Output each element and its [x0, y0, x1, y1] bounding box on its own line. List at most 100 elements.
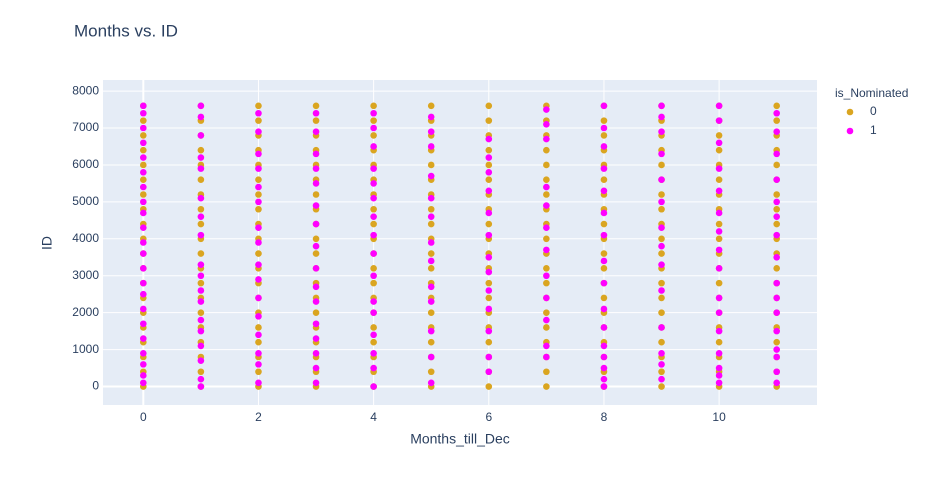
point: [312, 220, 320, 228]
point: [715, 117, 723, 124]
point: [773, 109, 780, 117]
legend-label[interactable]: 1: [870, 123, 877, 137]
point: [658, 261, 665, 268]
point: [485, 383, 493, 390]
point: [715, 132, 723, 139]
point: [140, 139, 147, 147]
point: [658, 250, 665, 257]
point: [773, 220, 780, 228]
point: [197, 176, 205, 184]
point: [255, 368, 262, 376]
point: [370, 102, 377, 110]
point: [312, 109, 320, 117]
point: [658, 279, 665, 287]
x-tick-label: 10: [712, 410, 726, 424]
y-tick-label: 2000: [72, 305, 99, 319]
point: [312, 335, 320, 342]
point: [658, 198, 665, 206]
point: [715, 338, 723, 346]
point: [600, 250, 608, 257]
point: [658, 235, 665, 243]
point: [427, 143, 435, 150]
point: [715, 246, 723, 254]
point: [658, 150, 665, 158]
point: [370, 143, 377, 150]
point: [140, 124, 147, 132]
point: [255, 117, 262, 124]
point: [658, 242, 665, 250]
point: [543, 294, 550, 302]
point: [427, 353, 435, 361]
point: [140, 361, 147, 368]
point: [773, 198, 780, 206]
point: [427, 327, 435, 335]
legend-marker[interactable]: [846, 108, 854, 116]
x-tick-label: 6: [485, 410, 492, 424]
point: [197, 342, 205, 350]
y-tick-label: 6000: [72, 157, 99, 171]
legend-marker[interactable]: [846, 127, 854, 135]
point: [658, 368, 665, 376]
point: [658, 361, 665, 368]
point: [197, 327, 205, 335]
y-tick-label: 1000: [72, 342, 99, 356]
point: [427, 250, 435, 257]
point: [427, 172, 435, 180]
point: [197, 287, 205, 294]
point: [658, 191, 665, 198]
point: [427, 379, 435, 387]
point: [658, 383, 665, 390]
x-tick-label: 0: [140, 410, 147, 424]
point: [370, 165, 377, 172]
point: [197, 102, 205, 110]
point: [543, 309, 550, 316]
plot-background: [103, 80, 817, 405]
point: [255, 150, 262, 158]
point: [773, 102, 780, 110]
point: [543, 176, 550, 184]
point: [600, 231, 608, 239]
point: [600, 209, 608, 217]
x-axis-title: Months_till_Dec: [410, 431, 510, 447]
point: [197, 146, 205, 154]
point: [197, 279, 205, 287]
point: [773, 346, 780, 353]
point: [370, 265, 377, 272]
point: [600, 305, 608, 313]
point: [485, 305, 493, 313]
point: [485, 279, 493, 287]
point: [773, 231, 780, 239]
point: [427, 265, 435, 272]
legend-label[interactable]: 0: [870, 104, 877, 118]
point: [197, 205, 205, 213]
point: [773, 294, 780, 302]
point: [255, 239, 262, 246]
point: [600, 143, 608, 150]
point: [715, 209, 723, 217]
point: [485, 338, 493, 346]
point: [658, 375, 665, 383]
point: [658, 161, 665, 169]
point: [312, 379, 320, 387]
point: [773, 279, 780, 287]
point: [543, 353, 550, 361]
point: [715, 165, 723, 172]
point: [197, 154, 205, 161]
point: [197, 231, 205, 239]
point: [370, 349, 377, 357]
point: [715, 379, 723, 387]
point: [312, 320, 320, 328]
point: [658, 349, 665, 357]
point: [140, 209, 147, 217]
point: [773, 327, 780, 335]
point: [197, 194, 205, 202]
point: [485, 368, 493, 376]
point: [715, 279, 723, 287]
point: [773, 150, 780, 158]
point: [485, 294, 493, 302]
point: [715, 364, 723, 372]
point: [485, 187, 493, 195]
point: [543, 246, 550, 254]
point: [427, 213, 435, 220]
point: [140, 176, 147, 184]
